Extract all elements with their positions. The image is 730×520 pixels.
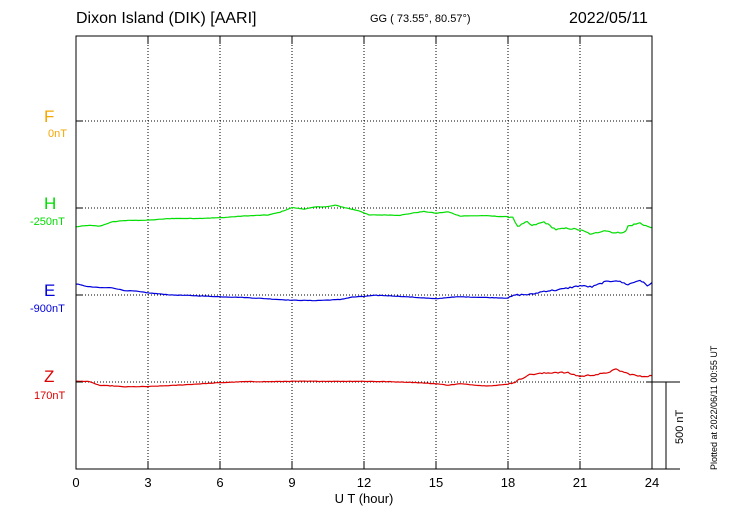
date-label: 2022/05/11 xyxy=(569,10,648,27)
x-tick-label: 9 xyxy=(288,475,295,490)
plotted-timestamp: Plotted at 2022/06/11 00:55 UT xyxy=(709,345,719,470)
x-tick-label: 6 xyxy=(216,475,223,490)
channel-h-name: H xyxy=(44,194,57,213)
trace-h xyxy=(75,204,653,235)
station-title: Dixon Island (DIK) [AARI] xyxy=(76,10,257,27)
x-tick-label: 12 xyxy=(357,475,371,490)
channel-e-baseline: -900nT xyxy=(30,303,65,315)
geographic-coordinates: GG ( 73.55°, 80.57°) xyxy=(370,13,471,25)
x-tick-label: 0 xyxy=(72,475,79,490)
channel-h-baseline: -250nT xyxy=(30,216,65,228)
x-tick-label: 15 xyxy=(429,475,443,490)
plot-grid xyxy=(76,36,652,469)
x-tick-label: 21 xyxy=(573,475,587,490)
x-tick-label: 3 xyxy=(144,475,151,490)
x-axis-label: U T (hour) xyxy=(335,491,394,506)
channel-e-name: E xyxy=(44,281,56,300)
x-tick-label: 24 xyxy=(645,475,659,490)
scale-bar-label: 500 nT xyxy=(674,409,686,444)
trace-e xyxy=(76,279,653,302)
trace-z xyxy=(76,368,653,388)
channel-f-baseline: 0nT xyxy=(48,128,67,140)
plot-axes: 0 3 6 9 12 15 18 21 24 U T (hour) xyxy=(72,35,680,506)
channel-f-name: F xyxy=(44,107,55,126)
plot-traces xyxy=(75,204,653,388)
channel-z-baseline: 170nT xyxy=(34,390,66,402)
x-tick-label: 18 xyxy=(501,475,515,490)
channel-z-name: Z xyxy=(44,367,55,386)
